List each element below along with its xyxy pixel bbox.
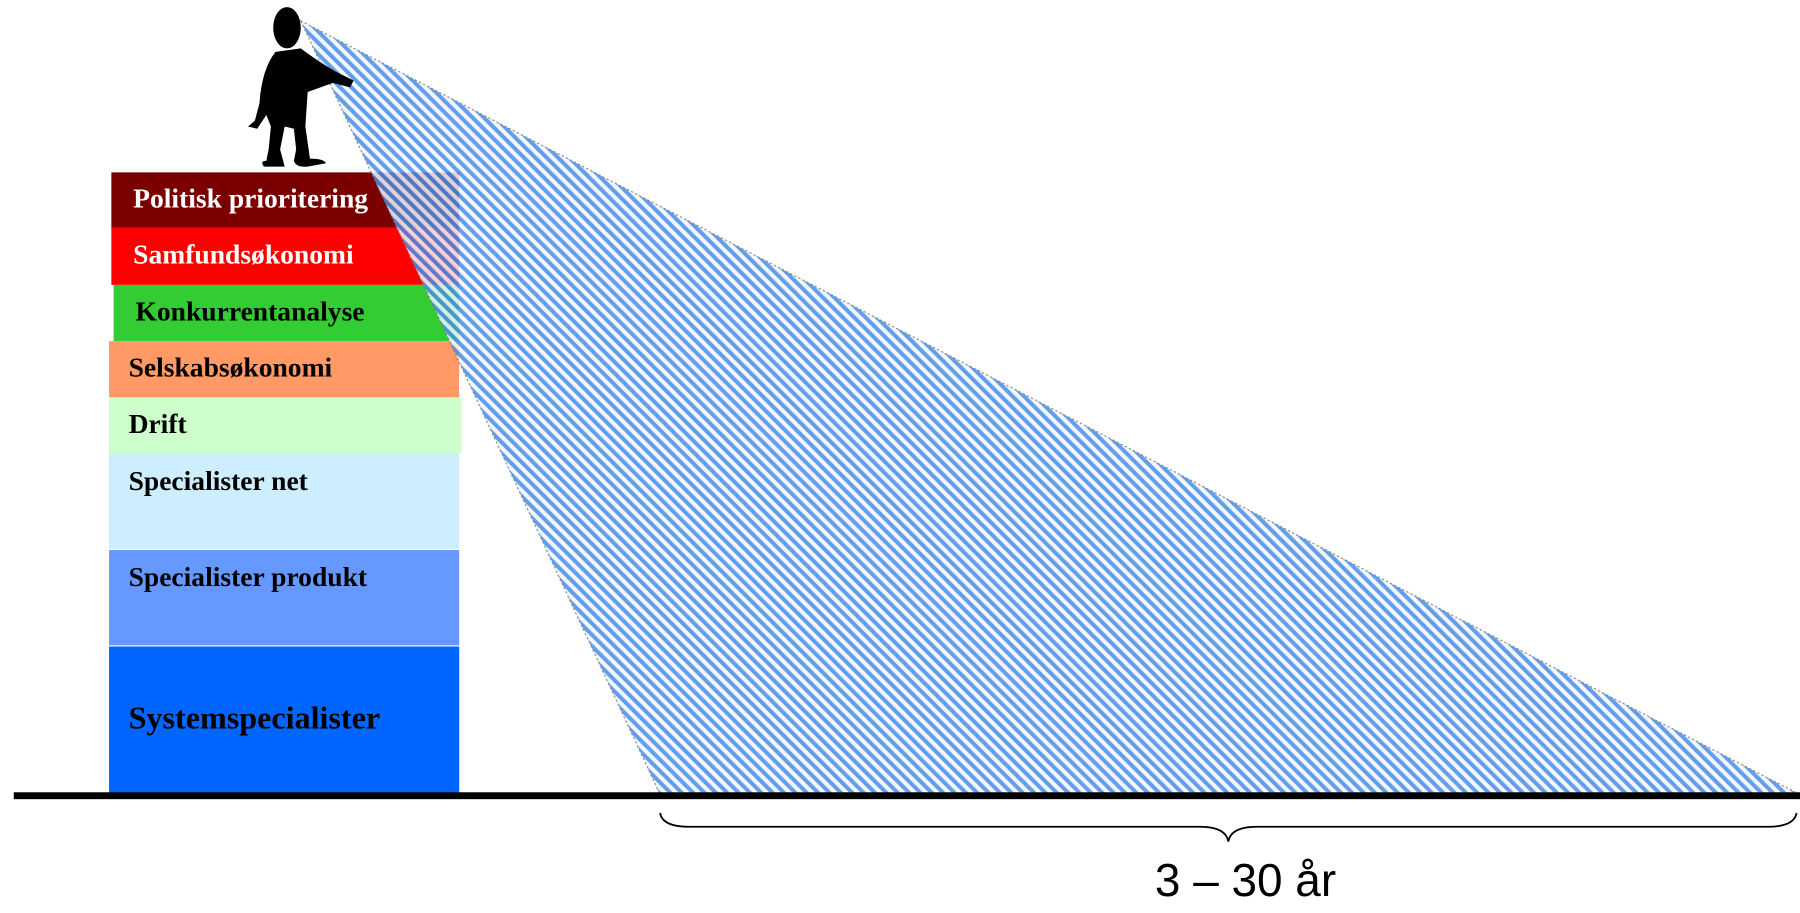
layer-block xyxy=(109,341,460,398)
layer-label: Samfundsøkonomi xyxy=(133,239,354,270)
layer-label: Specialister produkt xyxy=(129,561,368,592)
person xyxy=(247,7,354,167)
layer-block xyxy=(113,284,460,342)
brace xyxy=(659,812,1798,842)
layer-label: Specialister net xyxy=(129,465,309,496)
layer-label: Selskabsøkonomi xyxy=(129,352,333,383)
layer-block xyxy=(109,646,460,795)
horizon-label: 3 – 30 år xyxy=(1155,854,1336,906)
layer-label: Politisk prioritering xyxy=(133,182,368,213)
layer-label: Drift xyxy=(129,408,188,439)
layer-stack: Politisk prioritering Samfundsøkonomi Konk… xyxy=(109,172,462,795)
ground-line xyxy=(13,792,1800,800)
layer-block xyxy=(109,397,462,454)
layer-block xyxy=(109,453,460,549)
layer-label: Systemspecialister xyxy=(129,699,381,735)
layer-label: Konkurrentanalyse xyxy=(135,295,364,326)
view-triangle xyxy=(299,19,1800,796)
layer-block xyxy=(109,550,460,646)
